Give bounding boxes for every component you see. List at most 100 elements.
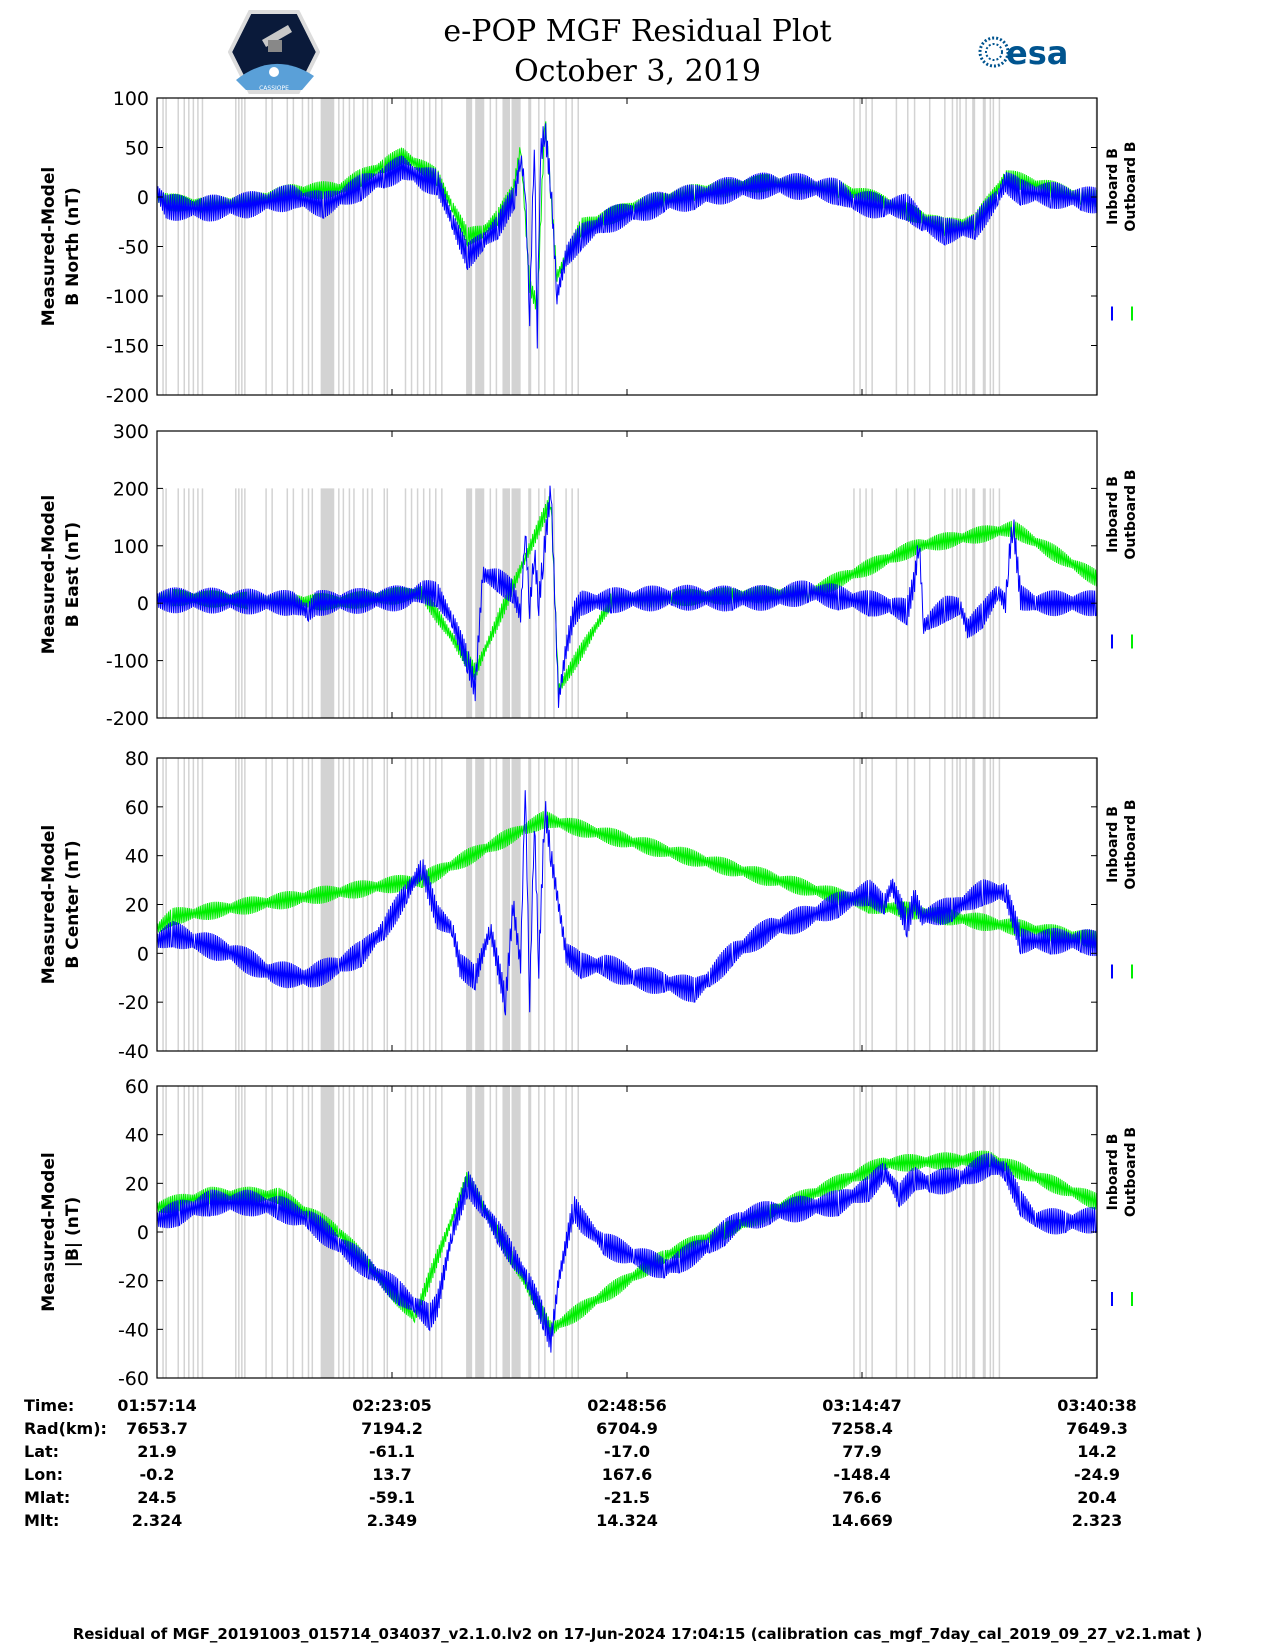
y-tick-label: 200 [113, 478, 149, 500]
ephemeris-value: 14.669 [831, 1511, 893, 1530]
ephemeris-value: 77.9 [842, 1442, 882, 1461]
legend-label: Inboard B [1105, 1134, 1121, 1211]
ephemeris-value: 13.7 [372, 1465, 412, 1484]
gap-band [982, 488, 986, 718]
y-axis-label: Measured-Model [39, 495, 59, 654]
y-tick-label: -150 [106, 336, 149, 358]
ephemeris-value: 03:14:47 [822, 1396, 902, 1415]
ephemeris-row-label: Mlt: [24, 1511, 60, 1530]
ephemeris-value: 01:57:14 [117, 1396, 197, 1415]
footer-caption: Residual of MGF_20191003_015714_034037_v… [72, 1625, 1203, 1643]
ephemeris-row-label: Time: [24, 1396, 75, 1415]
legend-label: Outboard B [1123, 141, 1139, 231]
gap-band [907, 1086, 909, 1378]
series-line-inboard [156, 485, 1098, 708]
ephemeris-value: 6704.9 [596, 1419, 658, 1438]
ephemeris-value: -59.1 [368, 1488, 416, 1507]
y-axis-label: Measured-Model [39, 825, 59, 984]
esa-logo: esa [978, 34, 1068, 72]
plot-frame [156, 430, 1098, 719]
ephemeris-value: 7653.7 [126, 1419, 188, 1438]
gap-band [320, 98, 335, 395]
y-tick-label: 0 [137, 593, 149, 615]
gap-band [320, 758, 335, 1051]
y-tick-label: 60 [125, 797, 149, 819]
legend-label: Outboard B [1123, 469, 1139, 559]
gap-band [466, 1086, 473, 1378]
y-tick-label: -40 [118, 1319, 149, 1341]
y-tick-label: 100 [113, 536, 149, 558]
y-tick-label: -40 [118, 1041, 149, 1063]
cassiope-logo: CASSIOPE [228, 10, 320, 94]
y-tick-label: 20 [125, 895, 149, 917]
gap-band [511, 758, 521, 1051]
ephemeris-value: -24.9 [1073, 1465, 1121, 1484]
y-tick-label: 50 [125, 138, 149, 160]
gap-band [511, 98, 521, 395]
series-line-outboard [156, 810, 1098, 954]
series-line-inboard [156, 123, 1098, 349]
ephemeris-row-label: Lon: [24, 1465, 63, 1484]
gap-band [502, 98, 511, 395]
ephemeris-value: 24.5 [137, 1488, 177, 1507]
series-line-inboard [156, 1152, 1098, 1353]
y-tick-label: 40 [125, 846, 149, 868]
y-tick-label: 100 [113, 88, 149, 110]
gap-band [982, 98, 986, 395]
ephemeris-value: 76.6 [842, 1488, 882, 1507]
ephemeris-value: 03:40:38 [1057, 1396, 1137, 1415]
ephemeris-value: -17.0 [603, 1442, 651, 1461]
ephemeris-value: 7649.3 [1066, 1419, 1128, 1438]
y-tick-label: -200 [106, 385, 149, 407]
y-tick-label: -100 [106, 651, 149, 673]
gap-band [972, 98, 976, 395]
y-tick-label: 60 [125, 1076, 149, 1098]
y-tick-label: -60 [118, 1368, 149, 1390]
y-tick-label: 0 [137, 1222, 149, 1244]
ephemeris-value: 14.324 [596, 1511, 658, 1530]
y-axis-label: B North (nT) [63, 187, 83, 306]
y-tick-label: -200 [106, 708, 149, 730]
ephemeris-value: 02:23:05 [352, 1396, 432, 1415]
y-axis-label: B East (nT) [63, 522, 83, 627]
cassiope-logo-text: CASSIOPE [259, 85, 289, 92]
gap-band [528, 98, 532, 395]
gap-band [972, 758, 976, 1051]
y-tick-label: 40 [125, 1125, 149, 1147]
gap-band [511, 1086, 521, 1378]
gap-band [475, 488, 485, 718]
ephemeris-value: 20.4 [1077, 1488, 1117, 1507]
y-tick-label: 20 [125, 1173, 149, 1195]
gap-band [528, 1086, 532, 1378]
esa-logo-text: esa [1006, 34, 1068, 72]
ephemeris-value: 2.349 [366, 1511, 418, 1530]
ephemeris-value: 02:48:56 [587, 1396, 667, 1415]
y-axis-label: Measured-Model [39, 167, 59, 326]
ephemeris-value: 167.6 [601, 1465, 653, 1484]
plot-date: October 3, 2019 [514, 54, 761, 89]
ephemeris-value: 2.323 [1071, 1511, 1123, 1530]
legend-label: Inboard B [1105, 806, 1121, 883]
plot-title: e-POP MGF Residual Plot [443, 14, 832, 49]
gap-band [972, 1086, 976, 1378]
legend-label: Inboard B [1105, 476, 1121, 553]
y-tick-label: 300 [113, 421, 149, 443]
ephemeris-value: 21.9 [137, 1442, 177, 1461]
ephemeris-value: -0.2 [139, 1465, 175, 1484]
series-line-inboard [156, 790, 1098, 1016]
y-axis-label: |B| (nT) [63, 1197, 83, 1268]
ephemeris-value: 7258.4 [831, 1419, 893, 1438]
y-tick-label: 80 [125, 748, 149, 770]
gap-band [466, 758, 473, 1051]
ephemeris-value: -61.1 [368, 1442, 416, 1461]
gap-band [475, 758, 485, 1051]
gap-band [466, 488, 473, 718]
ephemeris-value: 2.324 [131, 1511, 183, 1530]
legend-label: Outboard B [1123, 1127, 1139, 1217]
y-tick-label: 0 [137, 943, 149, 965]
ephemeris-value: 7194.2 [361, 1419, 423, 1438]
ephemeris-row-label: Rad(km): [24, 1419, 107, 1438]
y-tick-label: -20 [118, 1271, 149, 1293]
gap-band [475, 1086, 485, 1378]
